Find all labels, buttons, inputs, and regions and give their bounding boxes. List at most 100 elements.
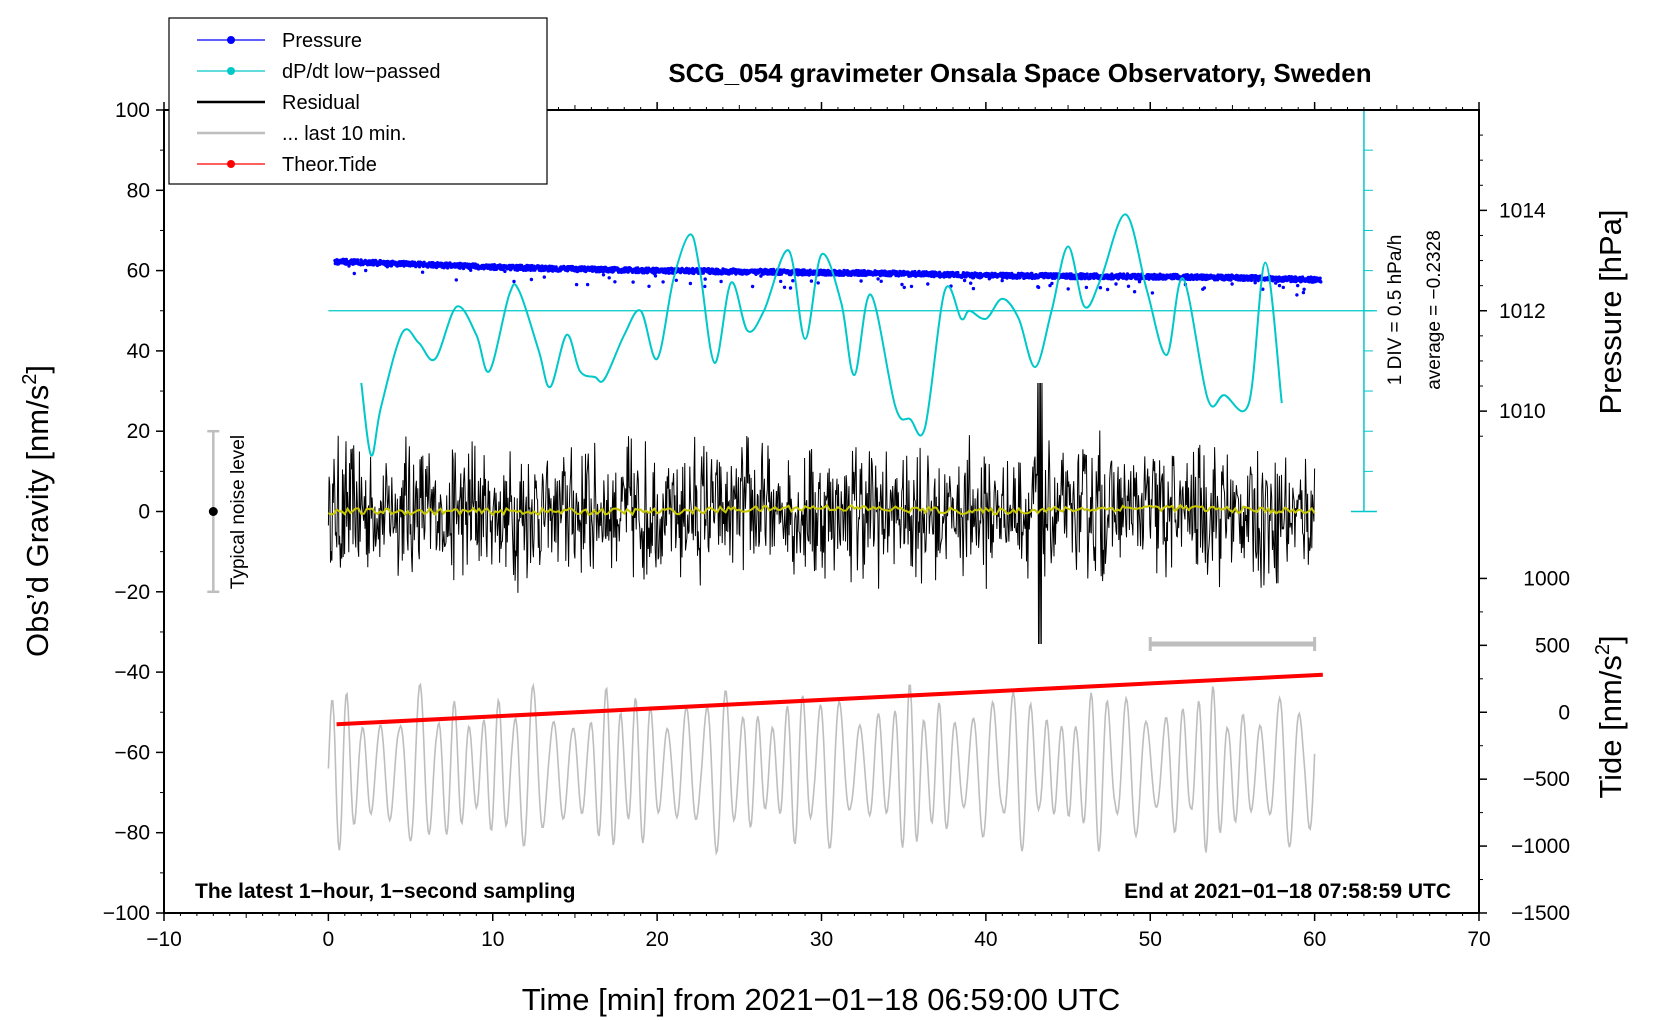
pressure-point bbox=[1036, 285, 1041, 290]
pressure-point bbox=[529, 277, 534, 282]
pressure-point bbox=[1253, 281, 1257, 285]
pressure-point bbox=[542, 275, 546, 279]
y-tick-label: 40 bbox=[127, 340, 150, 363]
pressure-point bbox=[1084, 285, 1089, 290]
pressure-point bbox=[420, 270, 425, 274]
legend-swatch-marker bbox=[227, 67, 235, 75]
pressure-point bbox=[647, 284, 651, 288]
last-10-min-line bbox=[327, 682, 1316, 856]
pressure-tick-label: 1012 bbox=[1499, 300, 1546, 323]
pressure-point bbox=[900, 282, 904, 287]
footer-right-label: End at 2021−01−18 07:58:59 UTC bbox=[1124, 880, 1451, 903]
y-tick-label: 20 bbox=[127, 420, 150, 443]
pressure-point bbox=[585, 282, 590, 287]
pressure-tick-label: 1014 bbox=[1499, 199, 1546, 222]
pressure-point bbox=[779, 279, 783, 284]
pressure-point bbox=[1126, 284, 1131, 288]
tide-tick-label: −1500 bbox=[1511, 902, 1570, 925]
y-axis-title-pressure: Pressure [hPa] bbox=[1593, 209, 1628, 414]
x-tick-label: 20 bbox=[645, 928, 668, 951]
dpdt-line bbox=[360, 213, 1283, 457]
y-tick-label: −20 bbox=[114, 581, 150, 604]
pressure-point bbox=[1080, 276, 1084, 281]
x-tick-label: 40 bbox=[974, 928, 997, 951]
residual-lowpass-line bbox=[327, 503, 1316, 517]
pressure-point bbox=[876, 277, 880, 281]
pressure-point bbox=[816, 281, 820, 285]
pressure-point bbox=[956, 270, 960, 275]
dpdt-average-label: average = −0.2328 bbox=[1424, 230, 1445, 390]
tide-tick-label: 1000 bbox=[1523, 567, 1570, 590]
pressure-point bbox=[809, 279, 814, 283]
pressure-point bbox=[667, 271, 671, 275]
y-tick-label: 0 bbox=[138, 501, 150, 524]
pressure-point bbox=[703, 284, 707, 289]
pressure-point bbox=[909, 284, 914, 289]
x-tick-label: 0 bbox=[323, 928, 335, 951]
legend-label: Residual bbox=[282, 92, 360, 114]
pressure-point bbox=[969, 281, 973, 285]
dpdt-scale-label: 1 DIV = 0.5 hPa/h bbox=[1385, 235, 1406, 386]
pressure-point bbox=[1066, 287, 1070, 291]
pressure-point bbox=[703, 277, 707, 281]
legend-swatch-marker bbox=[227, 36, 235, 44]
tide-line bbox=[336, 672, 1323, 727]
pressure-point bbox=[971, 286, 976, 291]
pressure-point bbox=[962, 278, 967, 283]
pressure-point bbox=[512, 279, 516, 284]
pressure-series bbox=[333, 257, 1323, 297]
pressure-point bbox=[1105, 287, 1110, 292]
pressure-point bbox=[688, 281, 693, 286]
noise-level-label: Typical noise level bbox=[228, 435, 249, 589]
pressure-point bbox=[879, 279, 883, 283]
pressure-point bbox=[1256, 278, 1260, 283]
pressure-tick-label: 1010 bbox=[1499, 400, 1546, 423]
pressure-point bbox=[791, 279, 795, 283]
pressure-point bbox=[859, 279, 863, 283]
pressure-point bbox=[902, 285, 906, 290]
pressure-point bbox=[352, 271, 356, 276]
tide-tick-label: 500 bbox=[1535, 634, 1570, 657]
residual-line bbox=[327, 382, 1316, 645]
pressure-point bbox=[1150, 291, 1155, 295]
pressure-point bbox=[661, 280, 665, 284]
pressure-point bbox=[1281, 285, 1286, 290]
y-tick-label: 60 bbox=[127, 260, 150, 283]
pressure-point bbox=[364, 268, 368, 273]
pressure-point bbox=[469, 268, 473, 272]
noise-bar-center bbox=[208, 507, 218, 516]
pressure-point bbox=[1319, 280, 1323, 284]
pressure-point bbox=[926, 282, 930, 286]
pressure-point bbox=[771, 267, 776, 272]
tide-tick-label: −500 bbox=[1523, 768, 1570, 791]
pressure-point bbox=[1132, 290, 1137, 294]
y-tick-label: −100 bbox=[103, 902, 150, 925]
pressure-point bbox=[1261, 287, 1265, 291]
pressure-point bbox=[1048, 283, 1052, 288]
pressure-point bbox=[878, 273, 883, 278]
pressure-point bbox=[1295, 293, 1299, 297]
pressure-point bbox=[503, 269, 507, 274]
pressure-point bbox=[788, 286, 793, 290]
pressure-point bbox=[1137, 280, 1142, 284]
pressure-point bbox=[782, 285, 787, 289]
pressure-point bbox=[601, 273, 606, 277]
pressure-point bbox=[1000, 278, 1004, 283]
legend-swatch-marker bbox=[227, 160, 235, 168]
x-tick-label: 70 bbox=[1467, 928, 1490, 951]
pressure-point bbox=[719, 279, 723, 284]
pressure-point bbox=[1296, 283, 1300, 288]
y-axis-title-left: Obs’d Gravity [nm/s2] bbox=[19, 365, 55, 657]
x-tick-label: 50 bbox=[1139, 928, 1162, 951]
pressure-point bbox=[1085, 272, 1089, 276]
footer-left-label: The latest 1−hour, 1−second sampling bbox=[195, 880, 575, 903]
pressure-point bbox=[1229, 278, 1233, 282]
pressure-point bbox=[750, 284, 755, 289]
pressure-point bbox=[1318, 276, 1322, 280]
x-tick-label: 10 bbox=[481, 928, 504, 951]
chart-title: SCG_054 gravimeter Onsala Space Observat… bbox=[668, 58, 1371, 88]
pressure-point bbox=[972, 275, 976, 280]
pressure-point bbox=[607, 276, 611, 280]
pressure-point bbox=[1301, 290, 1306, 295]
